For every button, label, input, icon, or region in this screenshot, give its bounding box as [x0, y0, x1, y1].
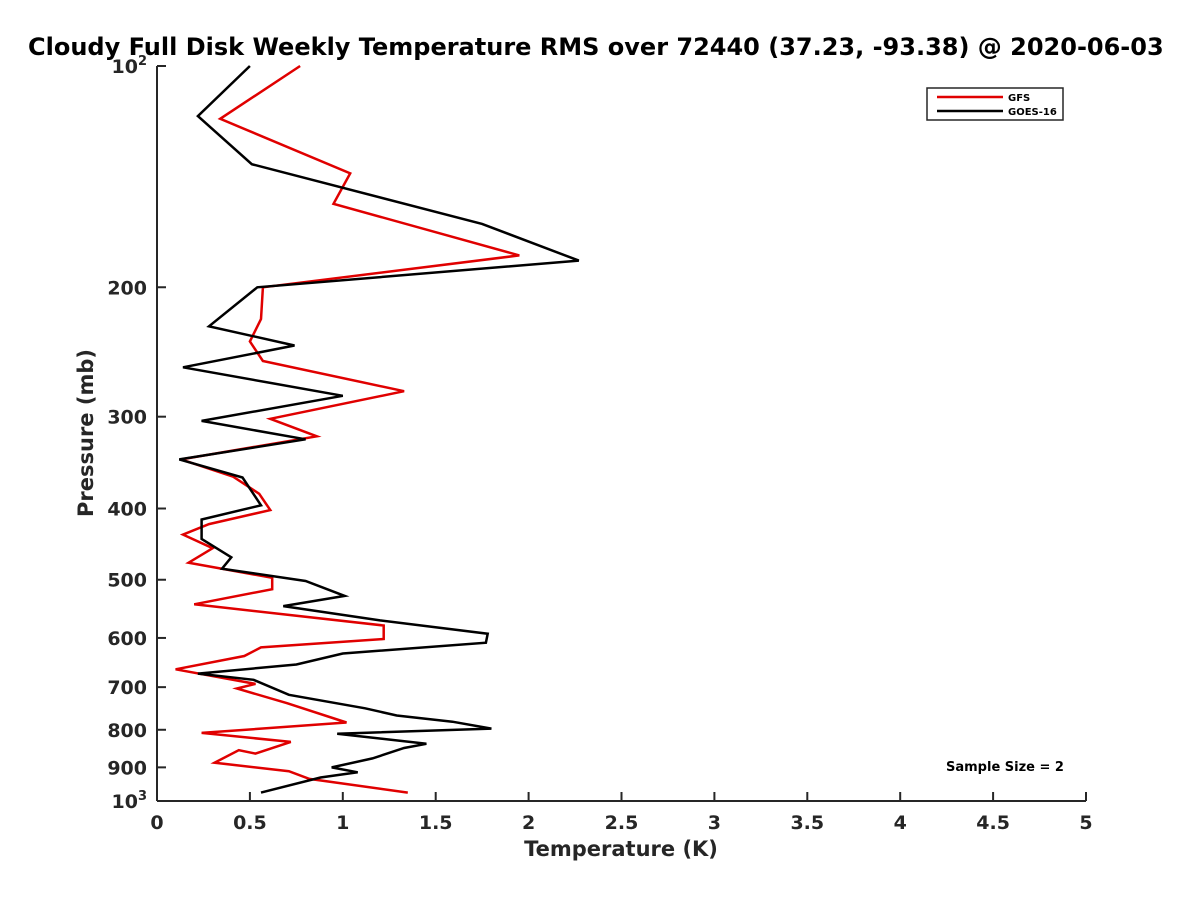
y-tick-label: 800	[107, 720, 147, 742]
y-tick-label: 600	[107, 628, 147, 650]
x-tick-label: 1	[336, 812, 349, 834]
x-tick-label: 3	[708, 812, 721, 834]
series-lines	[175, 64, 580, 794]
x-tick-label: 3.5	[790, 812, 824, 834]
x-tick-label: 0.5	[233, 812, 267, 834]
x-tick-label: 2	[522, 812, 535, 834]
y-tick-label: 200	[107, 277, 147, 299]
legend-label-gfs: GFS	[1008, 93, 1030, 104]
x-ticks: 0 0.5 1 1.5 2 2.5 3 3.5 4 4.5 5	[150, 792, 1093, 834]
x-tick-label: 4	[894, 812, 907, 834]
series-line-goes16	[178, 65, 580, 794]
y-axis-label: Pressure (mb)	[74, 349, 98, 517]
y-tick-label: 102	[112, 54, 148, 78]
chart-title: Cloudy Full Disk Weekly Temperature RMS …	[28, 33, 1164, 61]
y-tick-label: 500	[107, 570, 147, 592]
y-tick-label: 103	[112, 789, 148, 813]
x-tick-label: 2.5	[605, 812, 639, 834]
series-line-gfs	[175, 64, 520, 794]
legend: GFS GOES-16	[926, 87, 1064, 121]
y-ticks: 102 200 300 400 500 600 700 800 900 103	[107, 54, 166, 813]
x-tick-label: 4.5	[976, 812, 1010, 834]
legend-box	[926, 87, 1064, 121]
y-tick-label: 400	[107, 499, 147, 521]
y-tick-label: 700	[107, 677, 147, 699]
x-tick-label: 1.5	[419, 812, 453, 834]
y-tick-label: 900	[107, 757, 147, 779]
y-tick-label: 300	[107, 407, 147, 429]
sample-size-annotation: Sample Size = 2	[946, 760, 1064, 775]
x-tick-label: 5	[1079, 812, 1092, 834]
x-tick-label: 0	[150, 812, 163, 834]
legend-label-goes16: GOES-16	[1008, 107, 1057, 118]
x-axis-label: Temperature (K)	[524, 837, 718, 861]
